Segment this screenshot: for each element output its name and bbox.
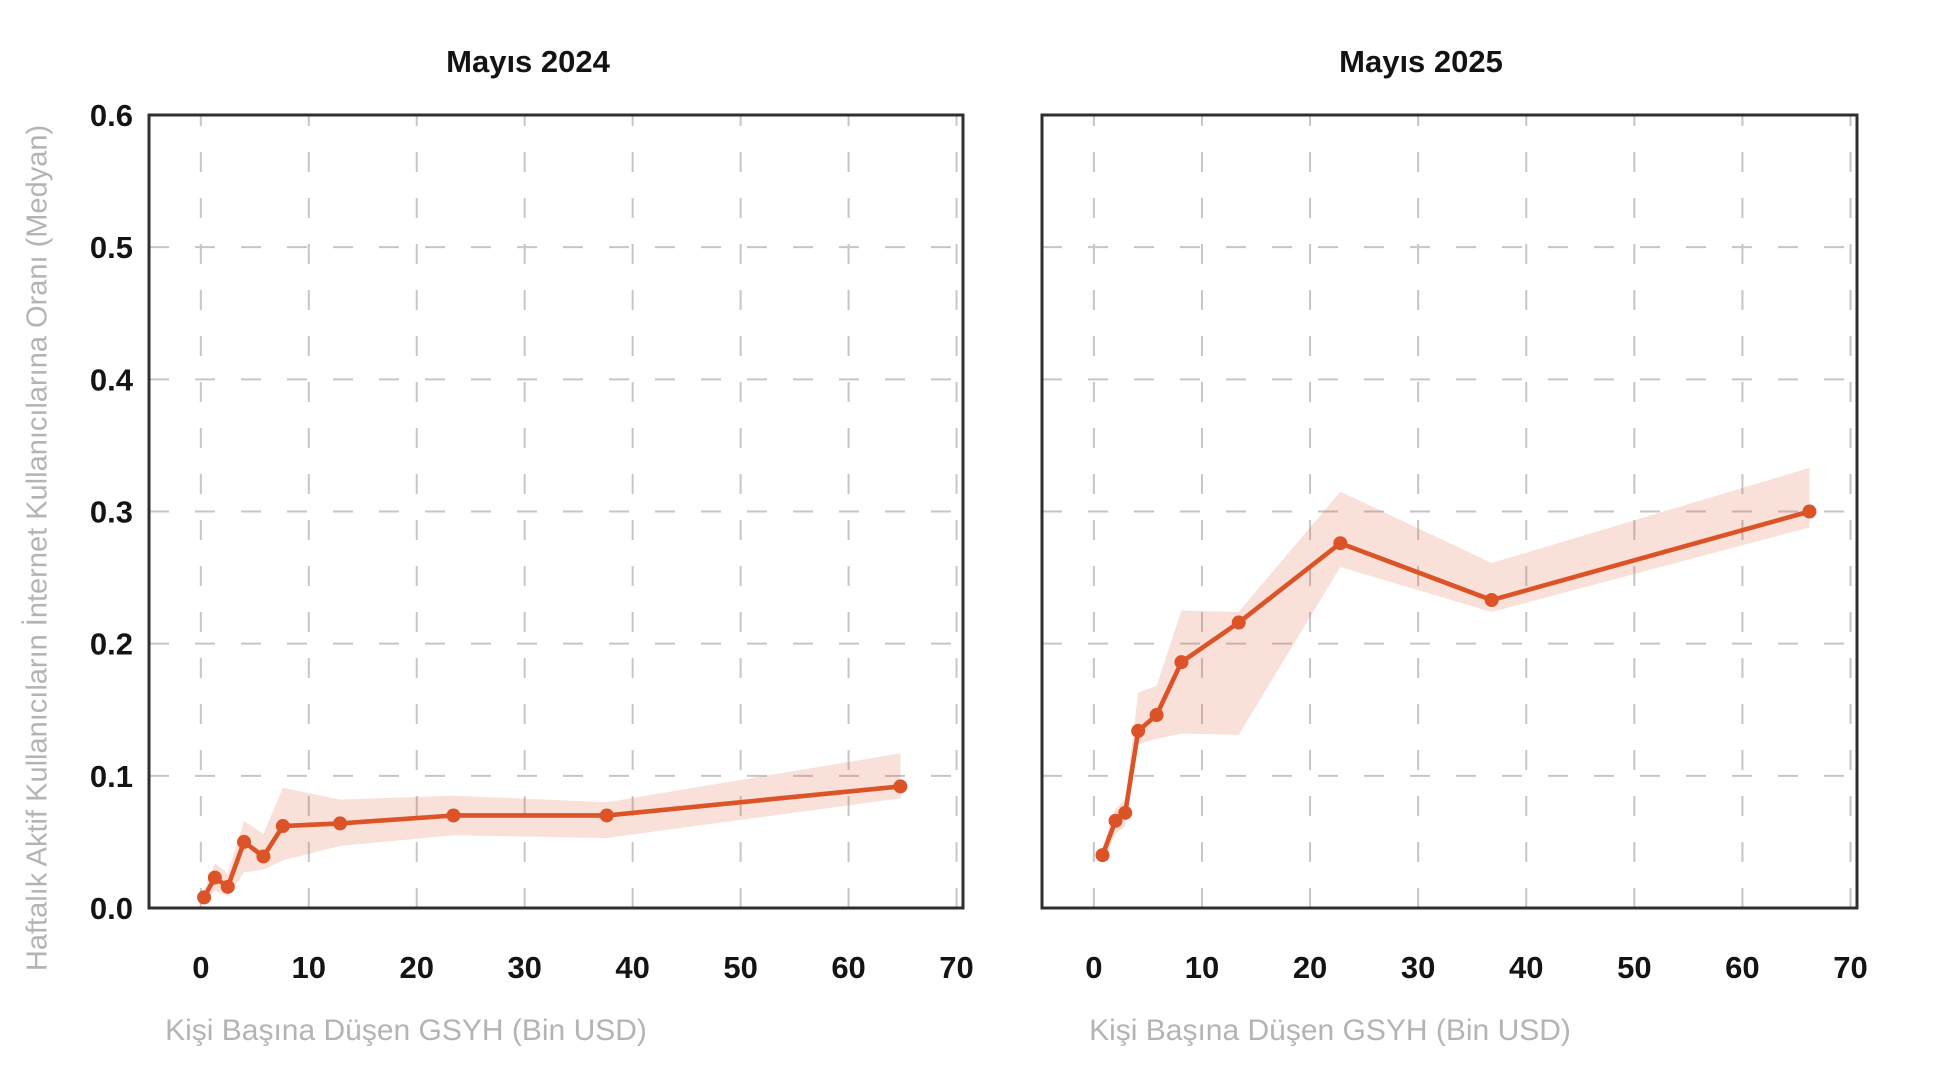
x-tick-label: 20	[1293, 950, 1327, 985]
x-axis-title-right: Kişi Başına Düşen GSYH (Bin USD)	[1089, 1014, 1571, 1047]
y-tick-label: 0.1	[90, 759, 133, 794]
y-tick-label: 0.6	[90, 98, 133, 133]
x-tick-label: 30	[507, 950, 541, 985]
data-point-marker	[1149, 708, 1164, 723]
data-point-marker	[207, 870, 222, 885]
x-tick-label: 40	[1509, 950, 1543, 985]
data-point-marker	[1118, 805, 1133, 820]
y-tick-label: 0.3	[90, 495, 133, 530]
confidence-band	[204, 753, 901, 903]
axis-box	[1040, 113, 1859, 910]
y-tick-label: 0.5	[90, 230, 133, 265]
x-tick-label: 60	[831, 950, 865, 985]
x-tick-label: 0	[1085, 950, 1102, 985]
x-tick-label: 70	[939, 950, 973, 985]
data-point-marker	[1333, 536, 1348, 551]
data-point-marker	[1802, 504, 1817, 519]
data-point-marker	[1174, 655, 1189, 670]
data-point-marker	[220, 879, 235, 894]
x-tick-label: 50	[1617, 950, 1651, 985]
data-point-marker	[256, 849, 271, 864]
data-point-marker	[1131, 723, 1146, 738]
data-point-marker	[1095, 848, 1110, 863]
x-tick-label: 50	[723, 950, 757, 985]
x-tick-label: 0	[192, 950, 209, 985]
x-tick-label: 70	[1833, 950, 1867, 985]
x-tick-label: 60	[1725, 950, 1759, 985]
data-point-marker	[893, 779, 908, 794]
data-point-marker	[599, 808, 614, 823]
data-point-marker	[1484, 593, 1499, 608]
x-tick-label: 10	[1185, 950, 1219, 985]
data-point-marker	[197, 890, 212, 905]
y-tick-label: 0.4	[90, 362, 134, 397]
x-tick-label: 10	[292, 950, 326, 985]
data-point-marker	[275, 819, 290, 834]
x-axis-title-left: Kişi Başına Düşen GSYH (Bin USD)	[165, 1014, 647, 1047]
data-point-marker	[333, 816, 348, 831]
axis-box	[147, 113, 965, 910]
data-point-marker	[1108, 813, 1123, 828]
x-tick-label: 40	[615, 950, 649, 985]
data-point-marker	[446, 808, 461, 823]
y-tick-label: 0.0	[90, 891, 133, 926]
median-line	[201, 784, 903, 900]
confidence-band	[1102, 467, 1810, 864]
panel-title-may-2024: Mayıs 2024	[446, 44, 610, 79]
y-axis-title: Haftalık Aktif Kullanıcıların İnternet K…	[21, 124, 54, 972]
x-tick-label: 30	[1401, 950, 1435, 985]
x-tick-label: 20	[399, 950, 433, 985]
panel-title-may-2025: Mayıs 2025	[1339, 44, 1503, 79]
y-tick-label: 0.2	[90, 627, 133, 662]
data-point-marker	[1231, 615, 1246, 630]
data-point-marker	[237, 834, 252, 849]
